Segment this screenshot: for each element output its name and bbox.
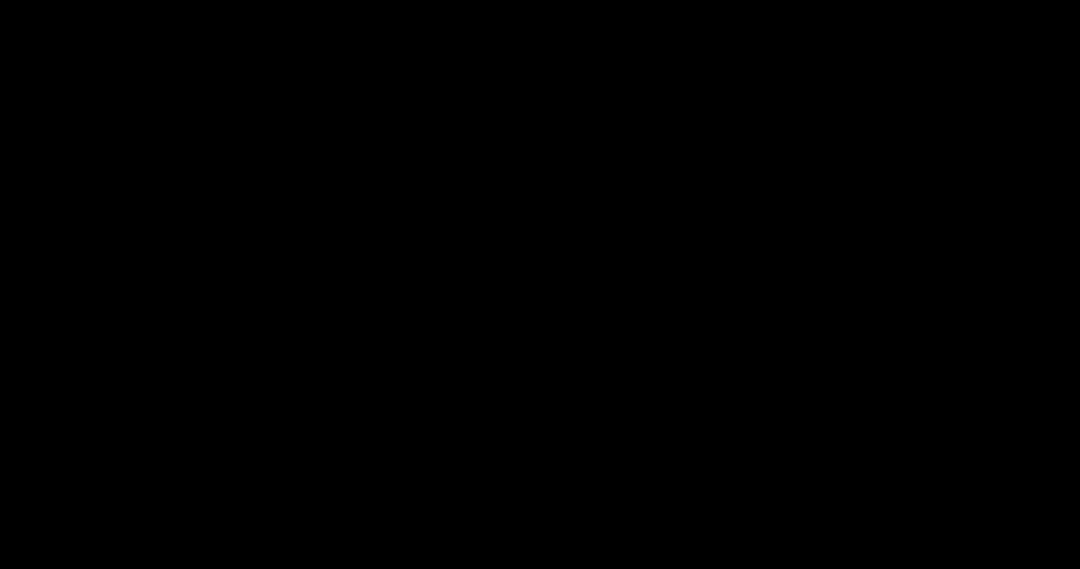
Bar xyxy=(359,232,459,275)
Text: $G_S(S) = \dfrac{10}{(S+3)(S+1)}$: $G_S(S) = \dfrac{10}{(S+3)(S+1)}$ xyxy=(396,460,603,501)
Text: $G_C(S) = \dfrac{1}{S+2}$: $G_C(S) = \dfrac{1}{S+2}$ xyxy=(95,462,222,500)
Bar xyxy=(430,330,516,367)
Text: a)  The open loop transfer function: a) The open loop transfer function xyxy=(91,63,380,81)
Text: b)  The closed loop transfer function: b) The closed loop transfer function xyxy=(91,92,392,110)
Bar xyxy=(569,232,670,275)
Text: −: − xyxy=(248,252,262,270)
Text: $G_C$: $G_C$ xyxy=(393,242,423,265)
Text: +: + xyxy=(229,242,239,252)
Text: c)  The characteristic equation of the system: c) The characteristic equation of the sy… xyxy=(91,122,463,140)
Text: $G_S$: $G_S$ xyxy=(605,242,633,265)
Text: 3)  For the control system given below, determine: 3) For the control system given below, d… xyxy=(91,20,542,38)
Text: H: H xyxy=(465,339,481,358)
Text: H = 1: H = 1 xyxy=(765,471,825,490)
Text: C(S).: C(S). xyxy=(849,228,894,246)
Text: R(S): R(S) xyxy=(91,225,130,243)
